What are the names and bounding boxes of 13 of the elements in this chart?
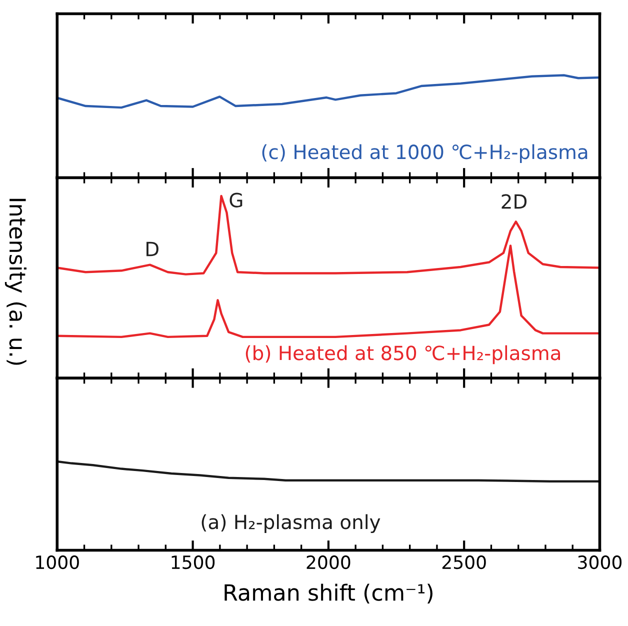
annotation: G bbox=[230, 192, 242, 208]
annotation: 2D bbox=[502, 194, 527, 209]
x-tick-label: 3000 bbox=[578, 555, 622, 570]
annotation: (c) Heated at 1000 ℃+H₂-plasma bbox=[262, 144, 588, 164]
y-axis-title: Intensity (a. u.) bbox=[4, 198, 26, 365]
annotation: (b) Heated at 850 ℃+H₂-plasma bbox=[246, 345, 560, 364]
x-tick-label: 2000 bbox=[306, 555, 350, 570]
x-tick-label: 1500 bbox=[172, 555, 215, 570]
annotation: D bbox=[146, 242, 158, 256]
annotation: (a) H₂-plasma only bbox=[202, 514, 380, 534]
x-axis-title: Raman shift (cm⁻¹) bbox=[224, 584, 432, 604]
x-tick-label: 2500 bbox=[442, 555, 486, 570]
x-tick-label: 1000 bbox=[36, 555, 79, 570]
